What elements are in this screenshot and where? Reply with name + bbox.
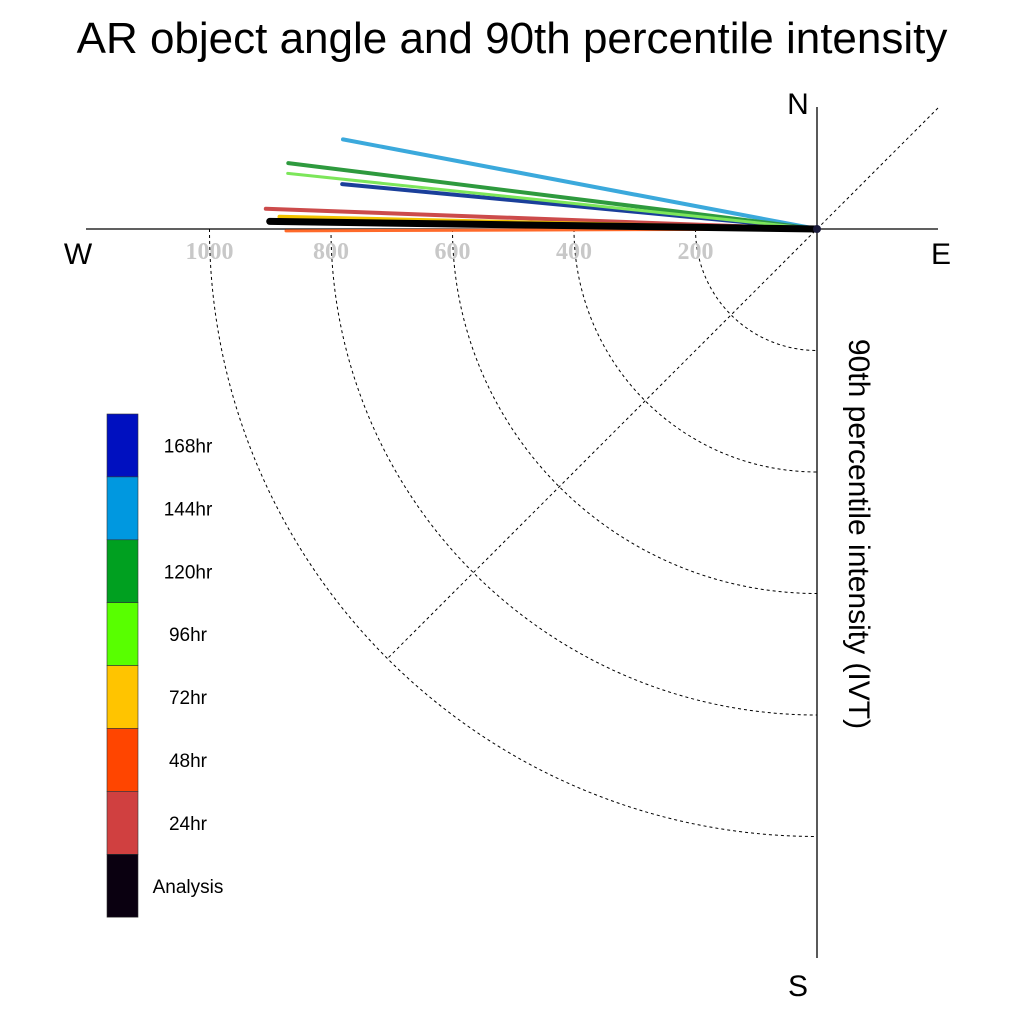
radial-tick-label: 800 — [313, 239, 349, 265]
grid-arc-400 — [573, 228, 818, 473]
radial-tick-labels: 200 400 600 800 1000 — [186, 239, 714, 265]
diagonal-reference-line — [386, 107, 939, 660]
vector-120hr — [286, 161, 819, 231]
legend-swatch-144hr — [106, 476, 139, 541]
radial-tick-label: 600 — [435, 239, 471, 265]
legend-label-144hr: 144hr — [164, 499, 213, 520]
legend-swatch-24hr — [106, 791, 139, 855]
west-label: W — [64, 238, 93, 271]
legend-label-72hr: 72hr — [169, 688, 208, 709]
radial-tick-label: 200 — [678, 239, 714, 265]
legend-swatch-analysis — [106, 853, 139, 918]
legend-swatch-96hr — [106, 602, 139, 666]
legend-label-analysis: Analysis — [153, 877, 224, 898]
east-label: E — [931, 238, 951, 271]
grid-arc-1000 — [209, 228, 818, 837]
legend-swatch-48hr — [106, 728, 139, 792]
south-label: S — [788, 970, 808, 1003]
legend-swatch-168hr — [106, 413, 139, 478]
radial-axis-label: 90th percentile intensity (IVT) — [842, 339, 875, 729]
grid-arc-800 — [330, 228, 818, 716]
legend-label-120hr: 120hr — [164, 562, 213, 583]
vector-96hr — [286, 171, 819, 231]
legend-swatch-120hr — [106, 539, 139, 603]
chart-title: AR object angle and 90th percentile inte… — [76, 14, 948, 63]
vector-analysis — [266, 217, 821, 233]
origin-marker — [813, 225, 821, 233]
legend: 168hr 144hr 120hr 96hr 72hr 48hr 24hr Analysis — [106, 413, 224, 918]
grid-arc-200 — [695, 228, 818, 351]
vectors — [263, 137, 821, 233]
legend-label-24hr: 24hr — [169, 814, 208, 835]
legend-label-48hr: 48hr — [169, 751, 208, 772]
vector-144hr — [341, 137, 819, 231]
radial-tick-label: 400 — [556, 239, 592, 265]
radial-tick-label: 1000 — [186, 239, 234, 265]
axes — [86, 107, 939, 958]
legend-label-96hr: 96hr — [169, 625, 208, 646]
legend-swatch-72hr — [106, 665, 139, 729]
legend-label-168hr: 168hr — [164, 436, 213, 457]
north-label: N — [787, 88, 809, 121]
grid — [209, 228, 818, 837]
grid-arc-600 — [452, 228, 818, 594]
